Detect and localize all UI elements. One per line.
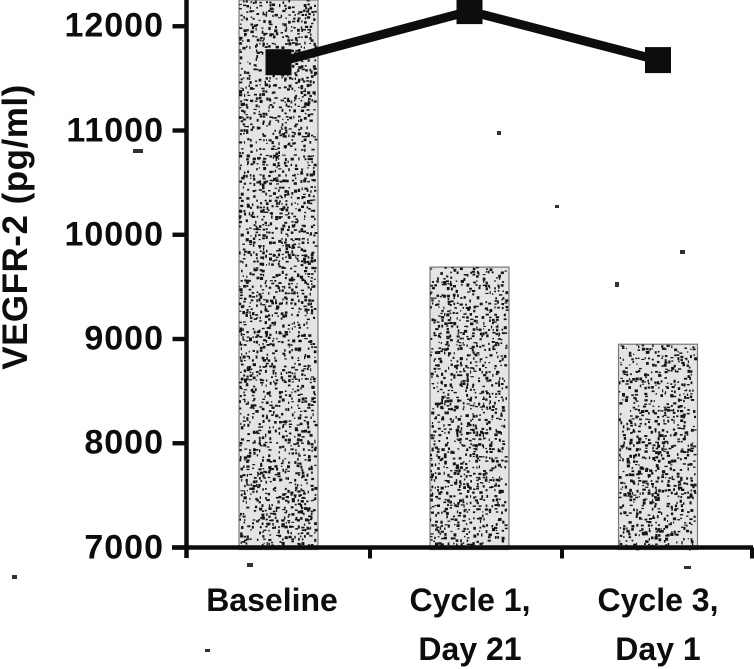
x-category-label: Cycle 1, Day 21 <box>355 576 585 669</box>
y-tick-label: 10000 <box>64 215 164 254</box>
x-tick-mark <box>750 547 754 559</box>
scan-speck <box>12 575 17 579</box>
scan-speck <box>497 131 501 135</box>
scan-speck <box>247 563 253 567</box>
x-category-label-line: Cycle 1, <box>409 582 531 618</box>
x-category-label-line: Day 1 <box>615 631 701 667</box>
line-marker-0 <box>265 49 292 76</box>
y-tick-label: 9000 <box>84 319 164 358</box>
x-category-label: Cycle 3, Day 1 <box>543 576 754 669</box>
scan-speck <box>684 566 691 569</box>
x-category-label: Baseline <box>157 576 387 625</box>
y-tick-mark <box>172 545 187 550</box>
y-tick-mark <box>172 232 187 237</box>
y-tick-label: 8000 <box>84 423 164 462</box>
x-tick-mark <box>368 547 372 559</box>
y-tick-mark <box>172 128 187 133</box>
bar-1 <box>429 266 510 551</box>
y-tick-label: 12000 <box>64 6 164 45</box>
y-tick-mark <box>172 441 187 446</box>
line-marker-1 <box>456 0 483 25</box>
y-tick-label: 7000 <box>84 528 164 566</box>
line-marker-2 <box>645 47 671 74</box>
y-tick-mark <box>172 336 187 342</box>
y-tick-label: 11000 <box>66 111 164 149</box>
bar-2 <box>617 343 699 551</box>
scan-speck <box>205 649 210 652</box>
scan-speck <box>555 205 559 208</box>
x-category-label-line: Day 21 <box>418 631 522 667</box>
x-category-label-line: Cycle 3, <box>597 582 719 618</box>
bar-0 <box>238 0 319 551</box>
scan-speck <box>615 282 619 287</box>
x-tick-mark <box>560 547 564 559</box>
axes <box>172 0 754 559</box>
scan-speck <box>133 149 143 153</box>
scan-speck <box>680 250 685 254</box>
x-category-label-line: Baseline <box>206 582 338 618</box>
y-tick-mark <box>172 24 187 29</box>
